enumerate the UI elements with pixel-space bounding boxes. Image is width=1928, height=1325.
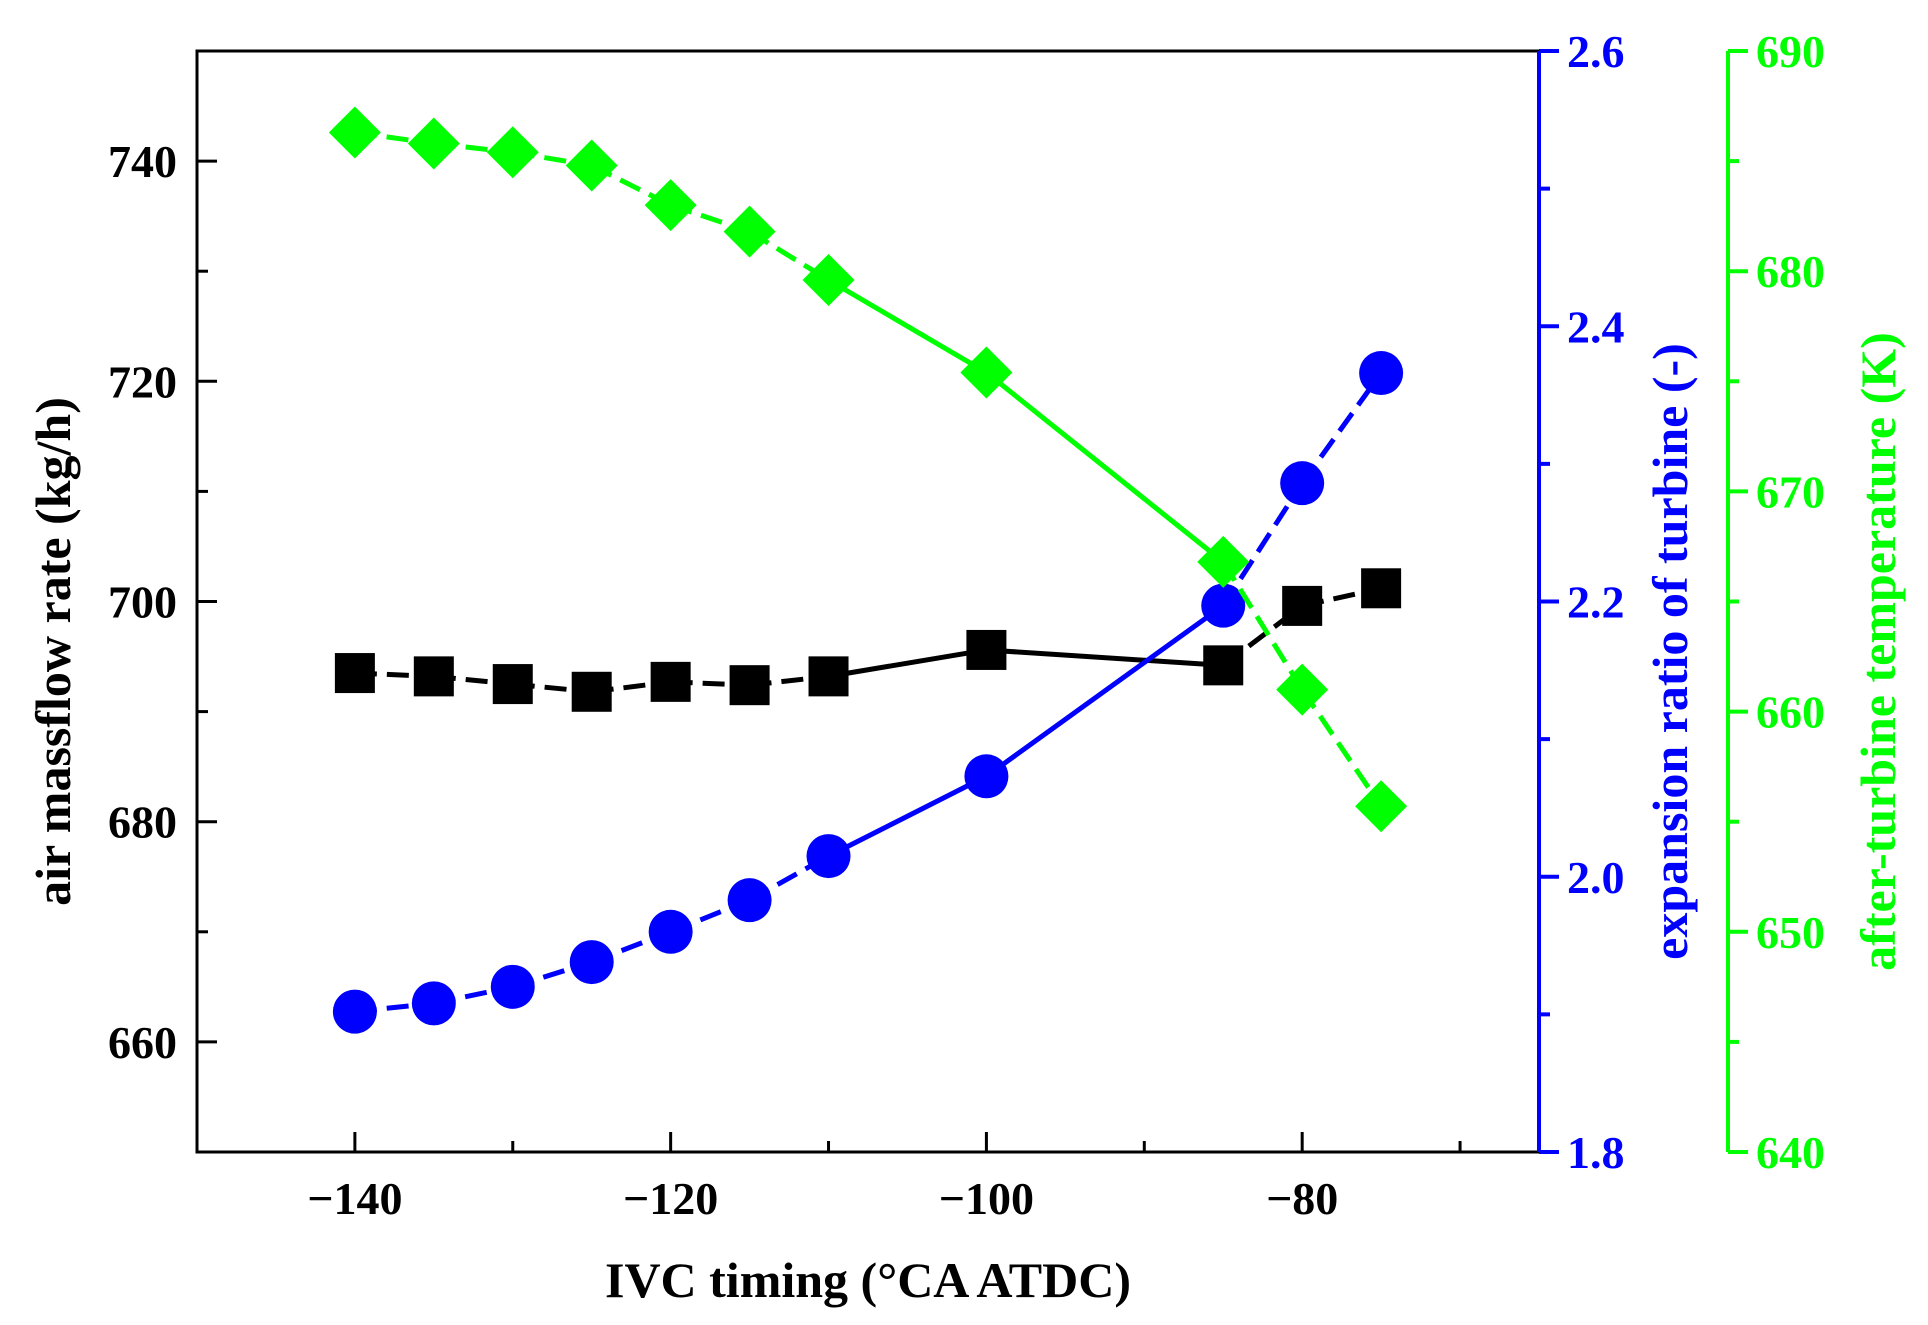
x-tick-label: −80 bbox=[1266, 1173, 1338, 1224]
right2-tick-label: 680 bbox=[1756, 246, 1825, 297]
series-2-point bbox=[723, 205, 776, 258]
left-tick-label: 680 bbox=[108, 797, 177, 848]
axes-layer: −140 −120 −100 −80 660 680 700 720 740 1.8 2.0 2.2 2… bbox=[108, 26, 1825, 1224]
right1-tick-label: 2.0 bbox=[1567, 852, 1625, 903]
left-axis-title: air massflow rate (kg/h) bbox=[25, 397, 81, 906]
series-1-point bbox=[727, 878, 772, 923]
series-2-point bbox=[960, 346, 1013, 399]
series-1-point bbox=[1280, 461, 1325, 506]
left-tick-label: 740 bbox=[108, 136, 177, 187]
series-0-point bbox=[966, 629, 1007, 670]
series-1-point bbox=[569, 940, 614, 985]
right2-axis-title: after-turbine temperature (K) bbox=[1850, 332, 1906, 971]
series-1-point bbox=[1359, 351, 1404, 396]
series-2-segment bbox=[1221, 560, 1305, 691]
series-2-point bbox=[486, 126, 539, 179]
series-1-point bbox=[490, 964, 535, 1009]
right1-tick-label: 2.6 bbox=[1567, 26, 1625, 77]
series-0-point bbox=[492, 664, 533, 705]
x-tick-label: −140 bbox=[307, 1173, 402, 1224]
x-tick-label: −100 bbox=[939, 1173, 1034, 1224]
series-2-point bbox=[407, 117, 460, 170]
series-2-point bbox=[565, 139, 618, 192]
series-2-segment bbox=[1300, 688, 1384, 808]
right2-tick-label: 650 bbox=[1756, 907, 1825, 958]
left-tick-label: 720 bbox=[108, 356, 177, 407]
series-0-point bbox=[729, 665, 770, 706]
series-2-segment bbox=[984, 370, 1225, 564]
right1-tick-label: 2.2 bbox=[1567, 577, 1625, 628]
series-0-segment bbox=[828, 647, 987, 679]
series-0-point bbox=[650, 661, 691, 702]
series-0-point bbox=[808, 656, 849, 697]
series-0-point bbox=[413, 656, 454, 697]
right1-tick-label: 2.4 bbox=[1567, 301, 1625, 352]
series-1-point bbox=[411, 981, 456, 1026]
series-1-point bbox=[1201, 583, 1246, 628]
series-2-point bbox=[328, 106, 381, 159]
x-axis-title: IVC timing (°CA ATDC) bbox=[605, 1252, 1131, 1308]
series-2-point bbox=[1355, 780, 1408, 833]
right2-tick-label: 670 bbox=[1756, 466, 1825, 517]
left-tick-label: 660 bbox=[108, 1017, 177, 1068]
series-1-segment bbox=[1300, 371, 1384, 485]
series-2-point bbox=[802, 254, 855, 307]
series-1-point bbox=[332, 989, 377, 1034]
series-1-segment bbox=[984, 603, 1225, 779]
right2-tick-label: 640 bbox=[1756, 1127, 1825, 1178]
series-0-segment bbox=[986, 647, 1224, 668]
series-1-point bbox=[964, 754, 1009, 799]
series-2-point bbox=[1197, 535, 1250, 588]
series-1-segment bbox=[1221, 481, 1305, 607]
series-2-point bbox=[1276, 663, 1329, 716]
series-2-point bbox=[644, 179, 697, 232]
series-0-point bbox=[571, 671, 612, 712]
series-0-point bbox=[1361, 568, 1402, 609]
right1-axis-title: expansion ratio of turbine (-) bbox=[1642, 343, 1698, 960]
series-2-segment bbox=[827, 277, 988, 375]
series-layer bbox=[328, 106, 1408, 1034]
series-0-point bbox=[1282, 585, 1323, 626]
series-1-point bbox=[806, 834, 851, 879]
left-tick-label: 700 bbox=[108, 577, 177, 628]
x-tick-label: −120 bbox=[623, 1173, 718, 1224]
right2-tick-label: 660 bbox=[1756, 687, 1825, 738]
series-1-point bbox=[648, 909, 693, 954]
right2-tick-label: 690 bbox=[1756, 26, 1825, 77]
series-0-point bbox=[1203, 645, 1244, 686]
series-1-segment bbox=[827, 774, 988, 859]
series-0-point bbox=[334, 653, 375, 694]
right1-tick-label: 1.8 bbox=[1567, 1127, 1625, 1178]
